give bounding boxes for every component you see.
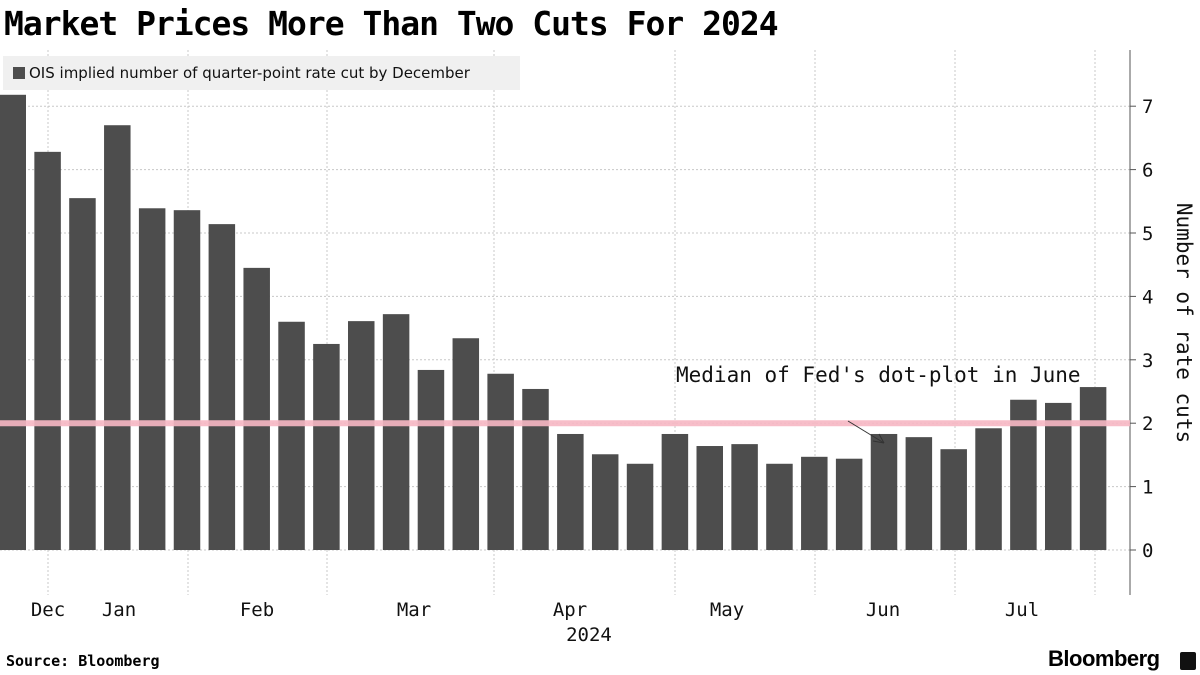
bar: [591, 454, 619, 550]
bar: [801, 456, 828, 550]
legend-label: OIS implied number of quarter-point rate…: [29, 64, 470, 82]
bar: [452, 338, 480, 550]
x-tick-label: Apr: [553, 599, 587, 621]
bar: [69, 198, 96, 550]
x-tick-label: Mar: [397, 599, 431, 621]
y-tick-label: 1: [1142, 477, 1153, 499]
annotation-arrowhead: [872, 433, 885, 444]
bar: [278, 321, 305, 550]
bar: [626, 463, 654, 550]
bar: [313, 343, 340, 550]
bar: [104, 125, 131, 550]
x-tick-label: Jul: [1005, 599, 1039, 621]
bloomberg-chart-icon: [1180, 652, 1196, 670]
bar: [34, 151, 61, 550]
bar: [661, 433, 689, 550]
x-tick-label: Dec: [31, 599, 65, 621]
y-tick-label: 4: [1142, 286, 1153, 308]
bar: [835, 458, 863, 550]
bar: [766, 463, 793, 550]
y-axis-label: Number of rate cuts: [1172, 203, 1196, 443]
bar: [417, 369, 445, 550]
bar: [348, 321, 375, 550]
annotation-arrow: [847, 420, 885, 444]
y-tick-label: 0: [1142, 540, 1153, 562]
reference-annotation: Median of Fed's dot-plot in June: [676, 363, 1081, 387]
x-tick-label: Feb: [240, 599, 274, 621]
x-year-label: 2024: [566, 624, 612, 646]
x-tick-label: Jun: [866, 599, 900, 621]
y-tick-label: 6: [1142, 160, 1153, 182]
bar: [208, 224, 236, 550]
legend-swatch: [13, 67, 25, 79]
bar: [138, 208, 166, 551]
bar: [905, 437, 933, 550]
y-tick-label: 2: [1142, 413, 1153, 435]
bar: [870, 433, 898, 550]
legend: OIS implied number of quarter-point rate…: [3, 56, 520, 90]
y-tick-label: 3: [1142, 350, 1153, 372]
bar: [557, 433, 584, 550]
bar: [173, 210, 201, 550]
bar: [0, 94, 26, 551]
x-tick-label: May: [710, 599, 744, 621]
x-tick-label: Jan: [102, 599, 136, 621]
bar: [696, 446, 723, 550]
bar: [1045, 402, 1072, 550]
bar: [487, 373, 514, 550]
y-tick-label: 5: [1142, 223, 1153, 245]
source-note: Source: Bloomberg: [6, 652, 160, 670]
brand-logo: Bloomberg: [1048, 646, 1160, 671]
bar: [731, 444, 758, 550]
bar: [382, 314, 410, 550]
chart-title: Market Prices More Than Two Cuts For 202…: [4, 4, 779, 43]
bar: [243, 267, 270, 550]
bar: [940, 449, 967, 550]
y-tick-label: 7: [1142, 96, 1153, 118]
bar: [975, 428, 1002, 550]
bar: [1079, 387, 1107, 550]
bar: [522, 388, 549, 550]
